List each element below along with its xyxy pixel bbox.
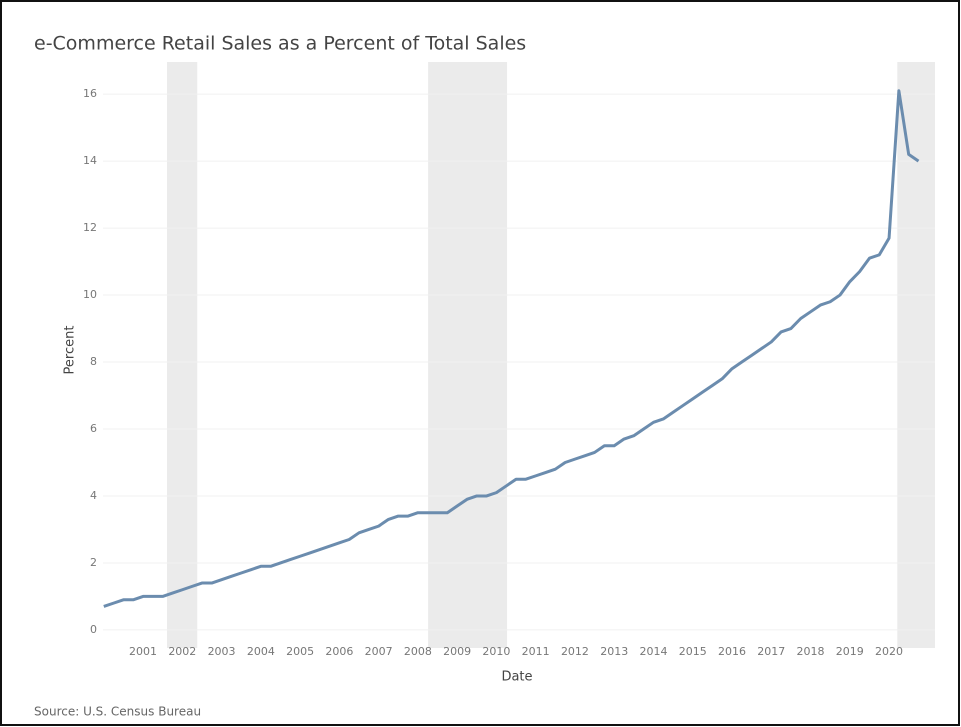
x-tick-label: 2012 [561, 645, 589, 658]
x-tick-label: 2010 [482, 645, 510, 658]
source-note: Source: U.S. Census Bureau [34, 705, 201, 719]
x-tick-label: 2015 [679, 645, 707, 658]
x-tick-label: 2004 [247, 645, 275, 658]
x-tick-label: 2001 [129, 645, 157, 658]
data-line [103, 89, 920, 608]
y-tick-label: 6 [90, 422, 97, 435]
x-tick-label: 2018 [797, 645, 825, 658]
y-tick-label: 10 [83, 288, 97, 301]
y-tick-label: 4 [90, 489, 97, 502]
x-tick-label: 2008 [404, 645, 432, 658]
recession-band [167, 62, 198, 648]
x-tick-label: 2016 [718, 645, 746, 658]
x-tick-label: 2007 [365, 645, 393, 658]
x-tick-label: 2002 [168, 645, 196, 658]
y-tick-label: 2 [90, 556, 97, 569]
y-tick-label: 16 [83, 87, 97, 100]
recession-band [897, 62, 935, 648]
x-tick-label: 2009 [443, 645, 471, 658]
x-tick-label: 2017 [757, 645, 785, 658]
x-tick-label: 2003 [208, 645, 236, 658]
x-tick-label: 2006 [325, 645, 353, 658]
y-tick-label: 14 [83, 154, 97, 167]
y-tick-label: 8 [90, 355, 97, 368]
x-tick-label: 2014 [639, 645, 667, 658]
chart-title: e-Commerce Retail Sales as a Percent of … [34, 33, 526, 55]
y-axis-label: Percent [63, 326, 78, 375]
x-tick-label: 2019 [836, 645, 864, 658]
y-tick-label: 0 [90, 623, 97, 636]
x-tick-label: 2013 [600, 645, 628, 658]
x-tick-label: 2020 [875, 645, 903, 658]
recession-band [428, 62, 508, 648]
x-axis-label: Date [501, 670, 532, 685]
y-tick-label: 12 [83, 221, 97, 234]
x-tick-label: 2005 [286, 645, 314, 658]
x-tick-label: 2011 [522, 645, 550, 658]
